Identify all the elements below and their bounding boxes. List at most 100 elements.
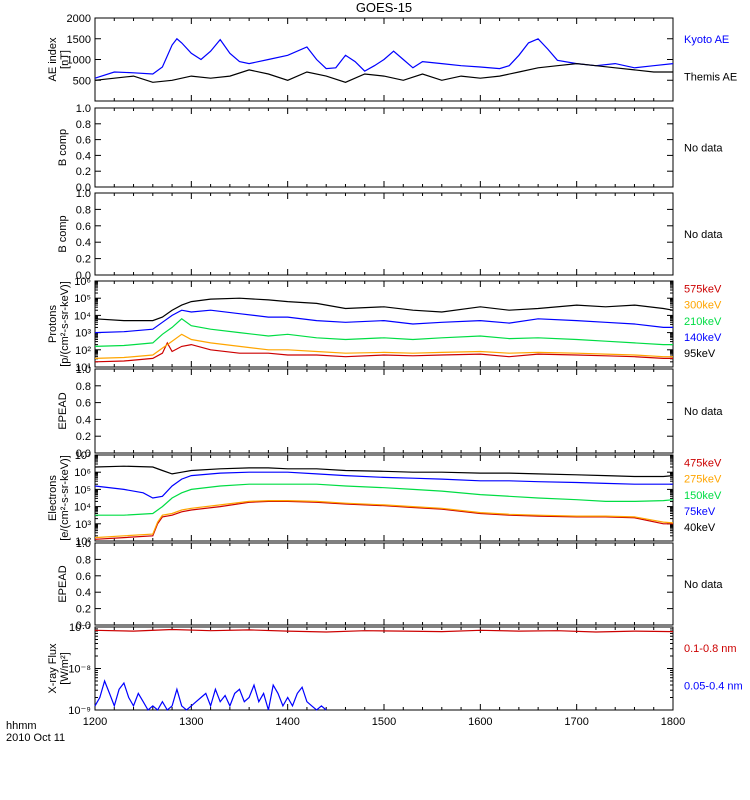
y-tick-label: 0.0 (76, 620, 91, 632)
y-axis-label: B comp (57, 129, 69, 166)
panel-bcomp2: 0.0 0.2 0.4 0.6 0.8 1.0 B comp No data (57, 188, 723, 282)
series-line-95keV (94, 297, 674, 322)
series-line-40keV (94, 465, 674, 478)
legend-entry: 40keV (684, 522, 716, 534)
x-tick-label: 1800 (661, 716, 685, 728)
panel-frame (94, 368, 674, 454)
y-tick-label: 10⁵ (74, 293, 91, 305)
y-tick-label: 500 (73, 75, 91, 87)
legend-entry: Kyoto AE (684, 34, 729, 46)
series-line-150keV (95, 483, 674, 516)
series-line-140keV (94, 309, 673, 334)
legend-entry: Themis AE (684, 71, 737, 83)
y-tick-label: 10⁶ (74, 467, 91, 479)
y-tick-label: 0.6 (76, 221, 91, 233)
y-axis-label: EPEAD (57, 565, 69, 602)
series-line-75keV (94, 471, 673, 499)
y-axis-label: B comp (57, 215, 69, 252)
y-tick-label: 10⁷ (75, 450, 91, 462)
panel-ae: 500 1000 1500 2000 AE index [nT] Kyoto AE Themi… (47, 13, 737, 102)
y-tick-label: 0.6 (76, 571, 91, 583)
y-axis-label: [e/(cm²-s-sr-keV)] (59, 455, 71, 541)
y-tick-label: 10⁵ (74, 484, 91, 496)
series-line-575keV (94, 341, 673, 363)
y-tick-label: 2000 (67, 13, 91, 25)
y-tick-label: 1500 (67, 34, 91, 46)
series-line-475keV (94, 500, 673, 540)
y-tick-label: 0.4 (76, 587, 91, 599)
x-tick-label: 1700 (564, 716, 588, 728)
y-tick-label: 1.0 (76, 103, 91, 115)
y-tick-label: 10⁻⁸ (68, 664, 91, 676)
legend-entry: 140keV (684, 332, 722, 344)
panel-frame (94, 542, 674, 626)
y-axis-label: [p/(cm²-s-sr-keV)] (59, 281, 71, 367)
y-tick-label: 0.2 (76, 254, 91, 266)
y-axis-label: X-ray Flux (47, 643, 59, 694)
series-line-210keV (94, 318, 673, 347)
y-tick-label: 0.2 (76, 166, 91, 178)
y-tick-label: 0.8 (76, 119, 91, 131)
legend-entry: 275keV (684, 474, 722, 486)
series-line-0.1-0.8 nm (94, 628, 674, 633)
y-tick-label: 10⁶ (74, 276, 91, 288)
y-axis-label: [nT] (59, 50, 71, 69)
y-tick-label: 10⁻⁷ (69, 622, 91, 634)
x-tick-label: 1500 (372, 716, 396, 728)
panel-frame (94, 280, 674, 368)
series-line-Themis AE (94, 62, 673, 83)
no-data-note: No data (684, 229, 723, 241)
x-tick-label: 1400 (275, 716, 299, 728)
panel-frame (94, 626, 674, 711)
y-tick-label: 1.0 (76, 364, 91, 376)
panel-frame (94, 454, 674, 542)
panel-epead1: 0.0 0.2 0.4 0.6 0.8 1.0 EPEAD No data (57, 364, 723, 460)
date-label: 2010 Oct 11 (6, 732, 65, 744)
y-tick-label: 10³ (75, 328, 91, 340)
series-line-275keV (94, 500, 674, 539)
y-axis-label: Electrons (47, 475, 59, 521)
series-line-300keV (94, 333, 673, 359)
x-tick-label: 1200 (83, 716, 107, 728)
x-tick-label: 1300 (179, 716, 203, 728)
panel-protons: 10¹ 10² 10³ 10⁴ 10⁵ 10⁶ Protons [p/(cm²-s-sr-ke… (47, 276, 722, 374)
series-line-0.05-0.4 nm (94, 679, 327, 711)
y-tick-label: 0.6 (76, 398, 91, 410)
y-tick-label: 0.4 (76, 150, 91, 162)
legend-entry: 150keV (684, 490, 722, 502)
y-axis-label: EPEAD (57, 392, 69, 429)
x-tick-label: 1600 (468, 716, 492, 728)
y-axis-label: Protons (47, 305, 59, 343)
legend-entry: 75keV (684, 506, 716, 518)
y-tick-label: 0.4 (76, 237, 91, 249)
no-data-note: No data (684, 143, 723, 155)
y-tick-label: 0.8 (76, 204, 91, 216)
y-tick-label: 10¹ (75, 362, 91, 374)
legend-entry: 210keV (684, 316, 722, 328)
y-tick-label: 10³ (75, 519, 91, 531)
y-axis-label: [W/m²] (59, 652, 71, 684)
y-tick-label: 0.6 (76, 135, 91, 147)
y-tick-label: 10² (75, 345, 91, 357)
y-axis-label: AE index (47, 37, 59, 82)
panel-frame (94, 107, 674, 188)
legend-entry: 0.1-0.8 nm (684, 643, 737, 655)
y-tick-label: 1.0 (76, 188, 91, 200)
y-tick-label: 1000 (67, 55, 91, 67)
no-data-note: No data (684, 579, 723, 591)
y-tick-label: 0.8 (76, 381, 91, 393)
y-tick-label: 0.0 (76, 270, 91, 282)
legend-entry: 475keV (684, 457, 722, 469)
panel-xray: 10⁻⁹ 10⁻⁸ 10⁻⁷ X-ray Flux [W/m²] 0.1-0.8 nm 0.… (47, 622, 743, 717)
y-tick-label: 0.0 (76, 448, 91, 460)
y-tick-label: 0.4 (76, 414, 91, 426)
chart-title: GOES-15 (356, 0, 412, 15)
panel-bcomp1: 0.0 0.2 0.4 0.6 0.8 1.0 B comp No data (57, 103, 723, 194)
panel-epead2: 0.0 0.2 0.4 0.6 0.8 1.0 EPEAD No data (57, 538, 723, 632)
y-tick-label: 1.0 (76, 538, 91, 550)
y-tick-label: 10⁻⁹ (68, 705, 91, 717)
no-data-note: No data (684, 406, 723, 418)
legend-entry: 300keV (684, 300, 722, 312)
y-tick-label: 0.0 (76, 182, 91, 194)
